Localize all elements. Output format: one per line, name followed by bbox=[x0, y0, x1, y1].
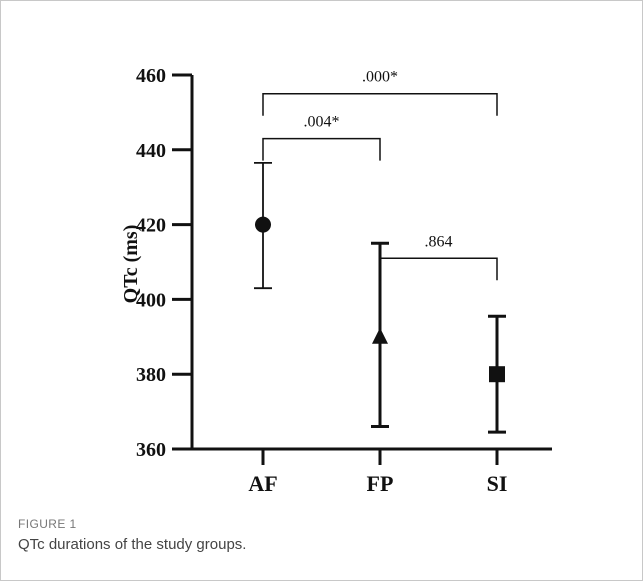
y-axis: 360 380 400 420 440 460 bbox=[136, 65, 194, 461]
error-bars bbox=[254, 161, 506, 434]
y-tick-label: 440 bbox=[136, 140, 166, 162]
data-point-af bbox=[255, 216, 271, 233]
p-value-label: .864 bbox=[425, 233, 453, 250]
y-tick-label: 360 bbox=[136, 439, 166, 461]
significance-brackets: .000* .004* .864 bbox=[262, 69, 498, 281]
x-axis: AF FP SI bbox=[190, 447, 552, 496]
data-points bbox=[255, 216, 505, 383]
y-tick-label: 420 bbox=[136, 215, 166, 237]
y-tick-label: 400 bbox=[136, 289, 166, 311]
p-value-label: .004* bbox=[304, 114, 340, 131]
y-tick-label: 460 bbox=[136, 65, 166, 87]
x-tick-label-fp: FP bbox=[367, 471, 394, 496]
bracket-af-fp bbox=[262, 137, 381, 161]
figure-label: FIGURE 1 bbox=[18, 517, 77, 531]
data-point-fp bbox=[372, 327, 388, 344]
bracket-af-si bbox=[262, 92, 498, 116]
bracket-fp-si bbox=[379, 257, 498, 281]
qtc-chart: 360 380 400 420 440 460 AF FP SI .000* .004* .864… bbox=[120, 65, 552, 496]
p-value-label: .000* bbox=[362, 69, 398, 86]
y-axis-label: QTc (ms) bbox=[120, 225, 142, 304]
x-tick-label-si: SI bbox=[487, 471, 508, 496]
data-point-si bbox=[489, 366, 505, 383]
y-tick-label: 380 bbox=[136, 364, 166, 386]
x-tick-label-af: AF bbox=[248, 471, 277, 496]
figure-caption: QTc durations of the study groups. bbox=[18, 536, 247, 553]
